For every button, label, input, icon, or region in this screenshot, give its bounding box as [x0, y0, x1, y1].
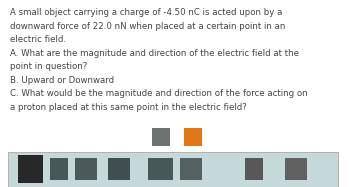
Bar — [18, 155, 43, 183]
Text: point in question?: point in question? — [10, 62, 87, 71]
Bar — [8, 152, 338, 187]
Text: downward force of 22.0 nN when placed at a certain point in an: downward force of 22.0 nN when placed at… — [10, 22, 285, 30]
Bar — [285, 158, 307, 180]
Text: A. What are the magnitude and direction of the electric field at the: A. What are the magnitude and direction … — [10, 48, 299, 57]
Bar — [148, 158, 173, 180]
Bar — [50, 158, 68, 180]
Bar — [152, 128, 170, 146]
Text: C. What would be the magnitude and direction of the force acting on: C. What would be the magnitude and direc… — [10, 89, 308, 98]
Text: a proton placed at this same point in the electric field?: a proton placed at this same point in th… — [10, 102, 247, 111]
Text: B. Upward or Downward: B. Upward or Downward — [10, 76, 114, 85]
Bar — [108, 158, 130, 180]
Text: electric field.: electric field. — [10, 35, 66, 44]
Bar — [75, 158, 97, 180]
Bar — [184, 128, 202, 146]
Text: A small object carrying a charge of -4.50 nC is acted upon by a: A small object carrying a charge of -4.5… — [10, 8, 282, 17]
Bar — [180, 158, 202, 180]
Bar — [245, 158, 263, 180]
